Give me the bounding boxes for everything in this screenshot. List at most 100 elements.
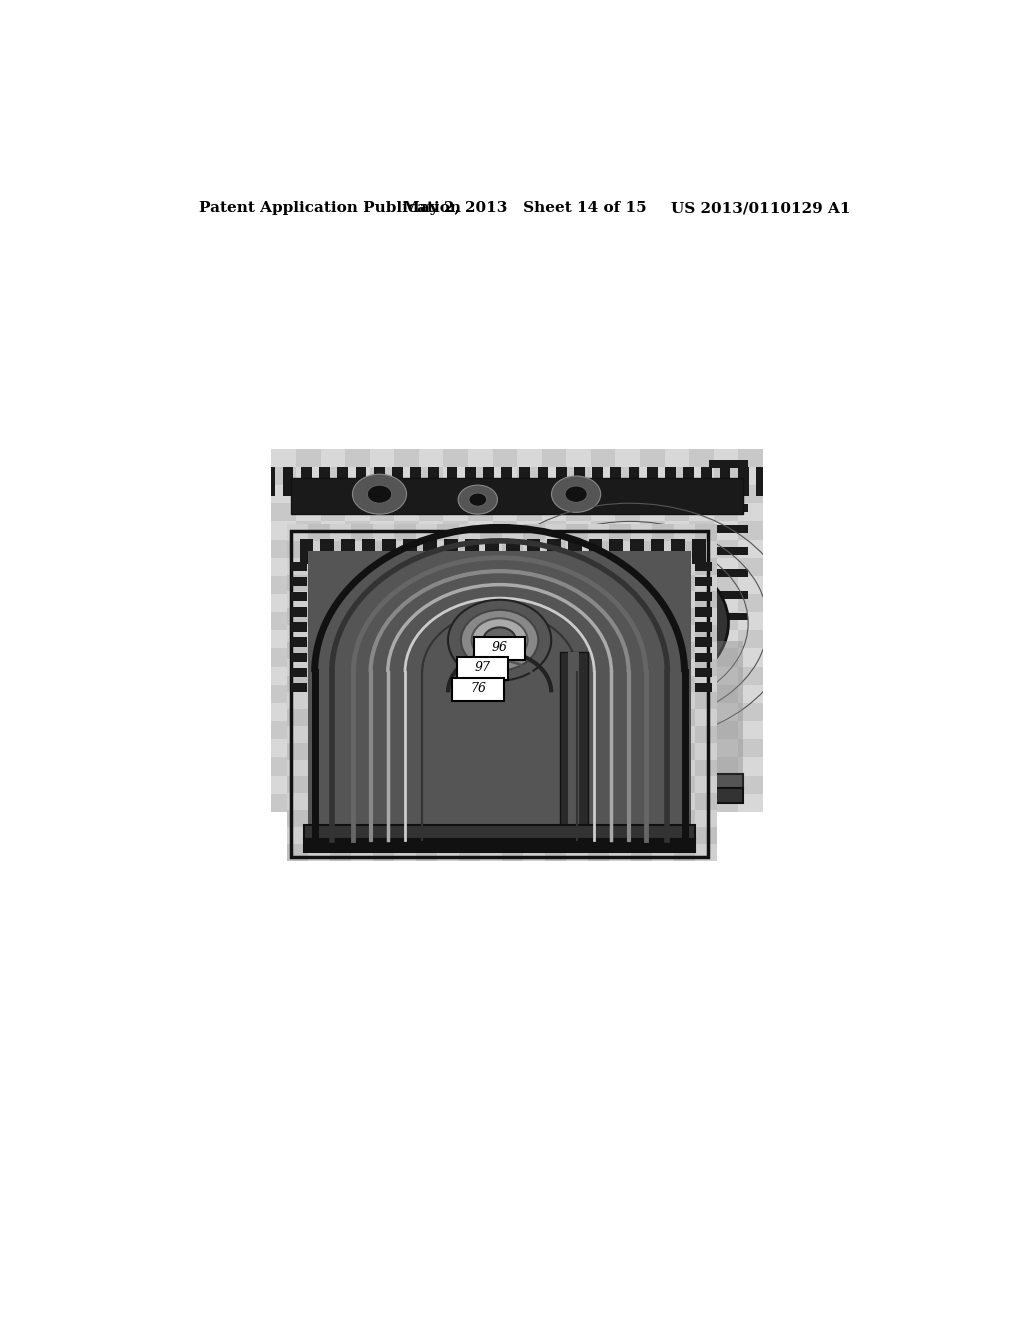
Bar	[459, 810, 480, 826]
Bar	[443, 612, 468, 630]
Bar	[345, 776, 370, 793]
Bar	[459, 843, 480, 861]
Bar	[394, 609, 416, 626]
Bar	[480, 524, 502, 541]
Bar	[615, 648, 640, 667]
Bar	[443, 776, 468, 793]
Bar	[542, 631, 566, 648]
Bar	[517, 449, 542, 467]
Text: 76: 76	[470, 682, 486, 694]
Bar	[640, 721, 665, 739]
Bar	[615, 576, 640, 594]
Bar	[615, 667, 640, 685]
Bar	[437, 776, 459, 793]
Bar	[394, 776, 419, 793]
Bar	[695, 541, 717, 557]
Bar	[545, 826, 566, 843]
Bar	[566, 702, 591, 721]
Bar	[566, 826, 588, 843]
Bar	[351, 676, 373, 692]
Bar	[566, 524, 588, 541]
Bar	[308, 642, 330, 659]
Bar	[566, 685, 591, 702]
Bar	[459, 743, 480, 760]
Bar	[300, 539, 313, 565]
Bar	[674, 591, 695, 609]
Bar	[542, 739, 566, 758]
Bar	[443, 721, 468, 739]
Bar	[271, 776, 296, 793]
Bar	[692, 539, 706, 565]
Bar	[609, 843, 631, 861]
Bar	[502, 826, 523, 843]
Bar	[665, 776, 689, 793]
Bar	[373, 591, 394, 609]
Bar	[566, 759, 588, 776]
Bar	[459, 642, 480, 659]
Bar	[321, 576, 345, 594]
Bar	[345, 648, 370, 667]
Bar	[738, 467, 763, 484]
Bar	[566, 648, 591, 667]
Bar	[714, 793, 738, 812]
Bar	[308, 793, 330, 810]
Bar	[631, 557, 652, 574]
Bar	[566, 843, 588, 861]
Bar	[556, 467, 566, 496]
Bar	[373, 709, 394, 726]
Bar	[271, 467, 296, 484]
Bar	[308, 776, 330, 793]
Bar	[283, 467, 294, 496]
Bar	[631, 776, 652, 793]
Bar	[437, 609, 459, 626]
Bar	[321, 648, 345, 667]
Bar	[296, 702, 321, 721]
Bar	[689, 521, 714, 540]
Bar	[591, 721, 615, 739]
Bar	[287, 759, 308, 776]
Bar	[291, 652, 307, 663]
Bar	[419, 576, 443, 594]
Bar	[566, 721, 591, 739]
Bar	[287, 676, 308, 692]
Bar	[502, 843, 523, 861]
Bar	[545, 743, 566, 760]
Bar	[609, 541, 631, 557]
Bar	[714, 612, 738, 630]
Bar	[271, 631, 296, 648]
Bar	[416, 692, 437, 709]
Bar	[419, 677, 458, 779]
Bar	[523, 591, 545, 609]
Bar	[437, 810, 459, 826]
Bar	[345, 739, 370, 758]
Bar	[502, 759, 523, 776]
Bar	[330, 609, 351, 626]
Bar	[394, 692, 416, 709]
Bar	[615, 594, 640, 612]
Bar	[308, 843, 330, 861]
Bar	[631, 810, 652, 826]
Bar	[714, 594, 738, 612]
Circle shape	[404, 605, 473, 656]
Bar	[695, 638, 712, 647]
Bar	[468, 648, 493, 667]
Bar	[545, 759, 566, 776]
Bar	[443, 702, 468, 721]
Bar	[308, 609, 330, 626]
Bar	[738, 793, 763, 812]
Wedge shape	[365, 648, 512, 706]
Bar	[695, 622, 712, 632]
Text: 128: 128	[498, 531, 573, 548]
Bar	[394, 793, 416, 810]
Bar	[591, 503, 615, 521]
Bar	[517, 702, 542, 721]
Bar	[394, 726, 416, 743]
Bar	[419, 721, 443, 739]
Bar	[468, 576, 493, 594]
Bar	[373, 692, 394, 709]
Bar	[480, 810, 502, 826]
Bar	[665, 521, 689, 540]
Bar	[370, 521, 394, 540]
Bar	[330, 810, 351, 826]
Bar	[517, 521, 542, 540]
